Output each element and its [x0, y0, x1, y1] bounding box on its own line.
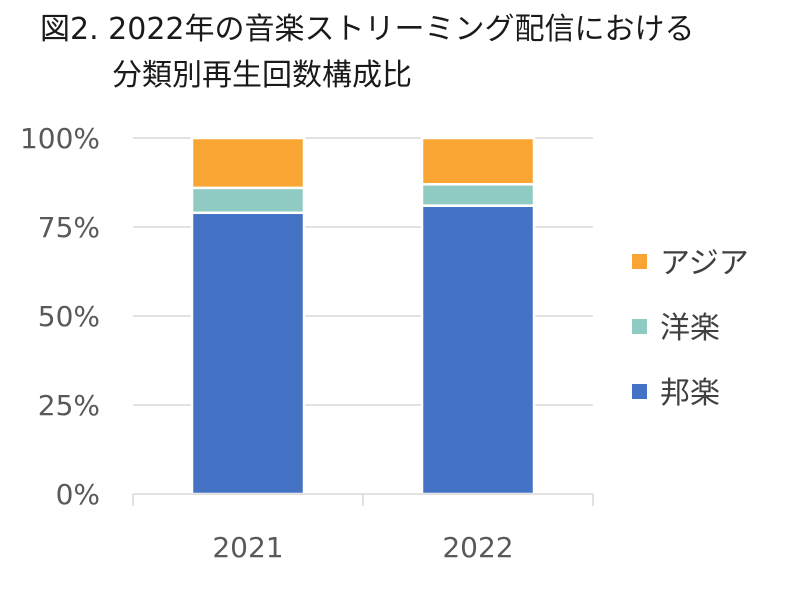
bar-segment: [420, 183, 536, 207]
bar-segment: [190, 186, 306, 215]
bar-segment: [420, 204, 536, 496]
bars: [190, 136, 536, 496]
legend-label: アジア: [660, 246, 749, 281]
legend-label: 洋楽: [660, 311, 720, 346]
y-tick-label: 100%: [20, 122, 100, 155]
legend-swatch: [632, 254, 647, 269]
bar-segment: [190, 136, 306, 190]
axes: 0% 25% 50% 75% 100% 2021 2022: [20, 122, 594, 564]
x-tick-label: 2021: [212, 531, 283, 564]
y-tick-label: 0%: [56, 478, 100, 511]
y-tick-label: 75%: [38, 211, 100, 244]
x-tick-label: 2022: [442, 531, 513, 564]
legend-swatch: [632, 384, 647, 399]
chart-title-line2: 分類別再生回数構成比: [112, 58, 412, 93]
y-tick-label: 50%: [38, 300, 100, 333]
chart-title-line1: 図2. 2022年の音楽ストリーミング配信における: [40, 12, 695, 47]
bar-segment: [190, 211, 306, 496]
legend-label: 邦楽: [660, 376, 720, 411]
legend-swatch: [632, 319, 647, 334]
bar-segment: [420, 136, 536, 186]
y-tick-label: 25%: [38, 389, 100, 422]
